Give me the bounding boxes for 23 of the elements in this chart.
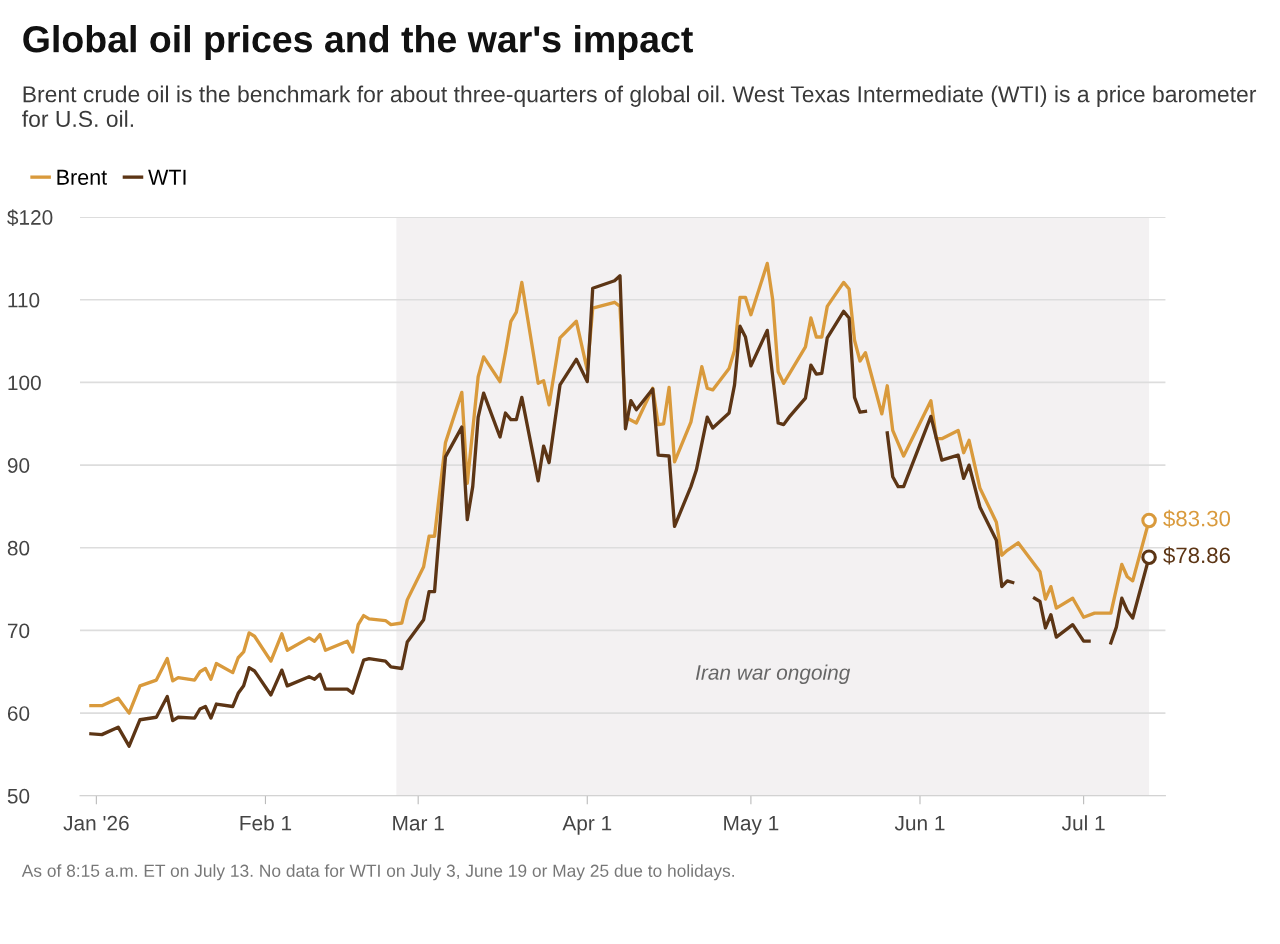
x-tick-label: Jul 1: [1061, 815, 1105, 831]
y-tick-label: 100: [8, 375, 41, 391]
x-tick-label: Feb 1: [240, 815, 292, 831]
y-tick-label: 50: [7, 788, 30, 804]
y-tick-label: 90: [7, 458, 30, 473]
x-tick-label: Mar 1: [393, 816, 444, 831]
band-label: Iran war ongoing: [695, 664, 851, 684]
y-tick-label: 60: [7, 706, 30, 721]
y-tick-label: $120: [7, 209, 53, 227]
legend-label: Brent: [57, 169, 107, 185]
legend-label: WTI: [148, 169, 186, 185]
text: As of 8:15 a.m. ET on July 13. No data for WTI on July 3, June 19 or May 25 due to holidays.: [21, 864, 734, 881]
x-tick-label: Jan '26: [63, 815, 129, 831]
chart-subtitle: Brent crude oil is the benchmark for about three-quarters of global oil. West Texas Intermediate (WTI) is a price barometer for U.S. oil.: [22, 85, 1257, 128]
x-tick-label: May 1: [724, 816, 779, 835]
y-tick-label: 80: [7, 540, 30, 556]
data-label: $78.86: [1163, 546, 1230, 565]
x-tick-label: Apr 1: [562, 816, 612, 835]
chart-title: Global oil prices and the war's impact: [23, 25, 693, 60]
x-tick-label: Jun 1: [894, 816, 945, 831]
y-tick-label: 70: [7, 623, 30, 639]
data-label: $83.30: [1163, 509, 1231, 528]
y-tick-label: 110: [8, 292, 40, 308]
